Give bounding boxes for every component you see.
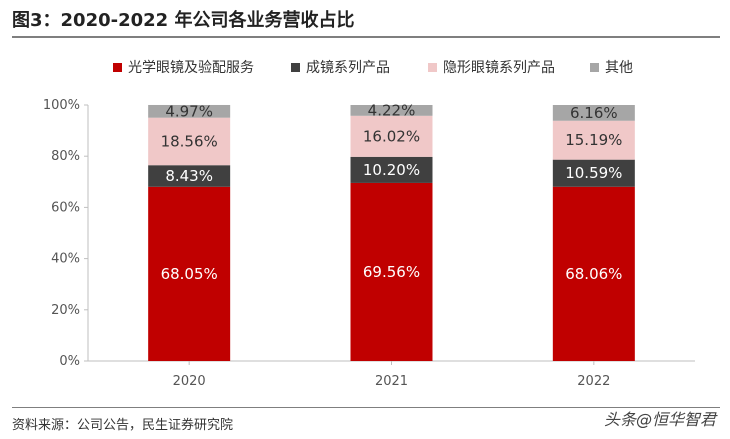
data-label: 10.59% bbox=[565, 164, 622, 182]
data-label: 69.56% bbox=[363, 263, 420, 281]
source-note: 资料来源：公司公告，民生证券研究院 bbox=[12, 407, 720, 433]
legend-label: 成镜系列产品 bbox=[306, 60, 390, 76]
data-label: 10.20% bbox=[363, 161, 420, 179]
data-label: 4.97% bbox=[165, 102, 213, 120]
bar-segment bbox=[552, 159, 635, 187]
chart-title: 图3：2020-2022 年公司各业务营收占比 bbox=[12, 6, 720, 38]
bar-segment bbox=[350, 182, 433, 361]
data-label: 4.22% bbox=[368, 101, 416, 119]
y-tick-label: 0% bbox=[59, 354, 80, 369]
data-label: 15.19% bbox=[565, 131, 622, 149]
data-label: 8.43% bbox=[165, 167, 213, 185]
bar-segment bbox=[148, 165, 231, 187]
bar-segment bbox=[552, 105, 635, 121]
x-tick-label: 2022 bbox=[577, 374, 610, 389]
y-tick-label: 80% bbox=[51, 149, 80, 164]
bar-segment bbox=[148, 117, 231, 166]
legend-label: 隐形眼镜系列产品 bbox=[443, 60, 555, 76]
y-tick-label: 60% bbox=[51, 200, 80, 215]
data-label: 6.16% bbox=[570, 104, 618, 122]
data-label: 68.05% bbox=[161, 265, 218, 283]
data-label: 18.56% bbox=[161, 132, 218, 150]
data-label: 68.06% bbox=[565, 265, 622, 283]
bar-segment bbox=[552, 120, 635, 160]
legend-swatch bbox=[291, 63, 300, 72]
legend-swatch bbox=[113, 63, 122, 72]
x-tick-label: 2020 bbox=[173, 374, 206, 389]
bar-segment bbox=[148, 186, 231, 361]
legend-swatch bbox=[590, 63, 599, 72]
bar-segment bbox=[350, 105, 433, 116]
watermark: 头条@恒华智君 bbox=[603, 410, 716, 429]
data-label: 16.02% bbox=[363, 127, 420, 145]
legend-swatch bbox=[428, 63, 437, 72]
bar-segment bbox=[148, 104, 231, 118]
y-tick-label: 100% bbox=[43, 98, 80, 113]
bar-segment bbox=[350, 115, 433, 157]
bar-segment bbox=[350, 156, 433, 183]
x-tick-label: 2021 bbox=[375, 374, 408, 389]
y-tick-label: 20% bbox=[51, 303, 80, 318]
legend-label: 光学眼镜及验配服务 bbox=[128, 60, 254, 76]
legend-label: 其他 bbox=[605, 60, 633, 76]
y-tick-label: 40% bbox=[51, 252, 80, 267]
bar-segment bbox=[552, 186, 635, 361]
